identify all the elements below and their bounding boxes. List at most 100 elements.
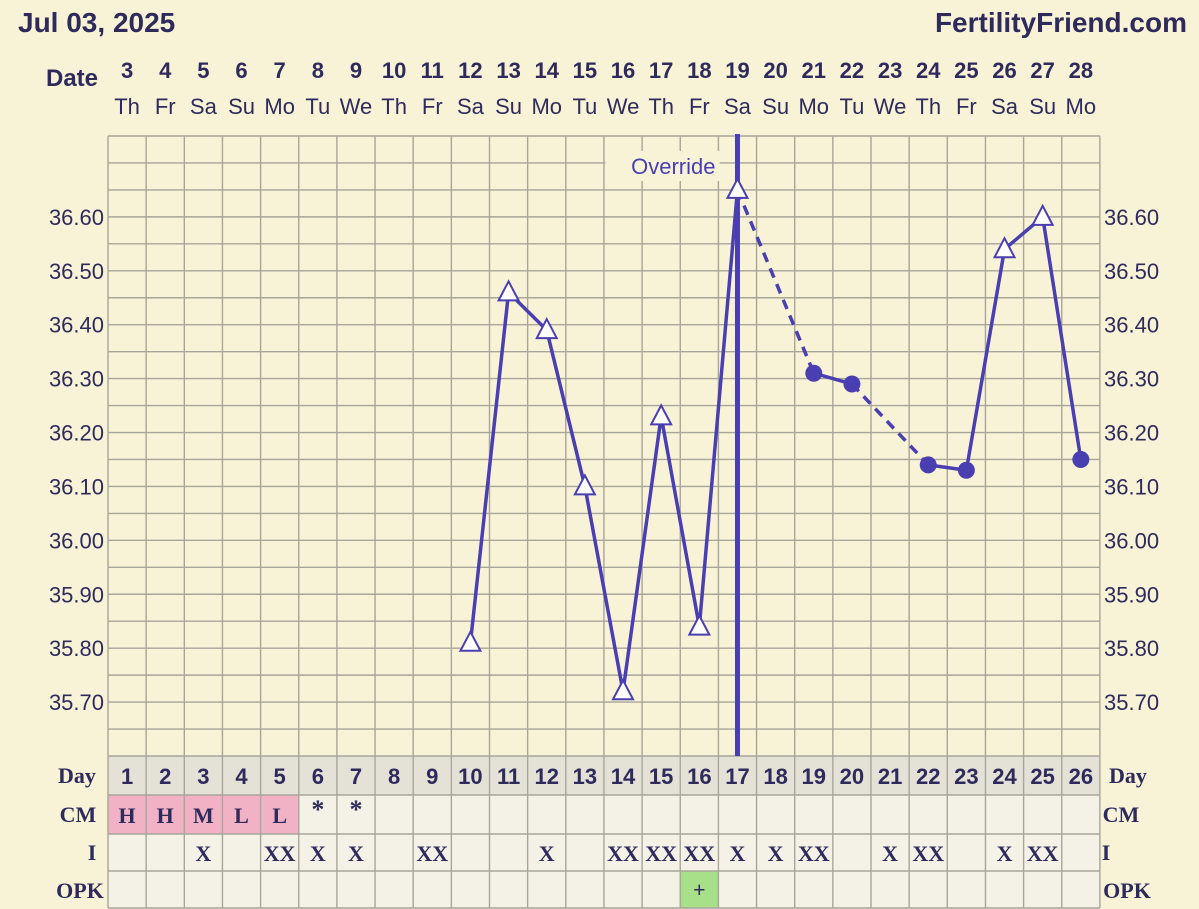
- temperature-point-triangle: [535, 316, 559, 340]
- cm-value: M: [193, 803, 214, 828]
- cycle-day-label: 16: [687, 764, 711, 789]
- cycle-day-label: 25: [1030, 764, 1054, 789]
- cm-value: H: [119, 803, 136, 828]
- cycle-day-label: 9: [426, 764, 438, 789]
- temperature-point-dot: [843, 375, 861, 393]
- weekday-label: We: [340, 94, 373, 119]
- cm-highlight-cell: [184, 795, 223, 834]
- date-label: 28: [1069, 58, 1093, 83]
- y-tick-label-right: 36.60: [1104, 205, 1159, 230]
- y-tick-label-right: 35.90: [1104, 582, 1159, 607]
- cycle-day-label: 23: [954, 764, 978, 789]
- date-label: 7: [274, 58, 286, 83]
- day-row-label-left: Day: [58, 763, 96, 788]
- temperature-point-triangle: [458, 629, 483, 652]
- temperature-point-dot: [919, 456, 937, 474]
- temperature-point-triangle: [496, 279, 521, 302]
- date-label: 15: [573, 58, 597, 83]
- y-tick-label-right: 36.30: [1104, 367, 1159, 392]
- date-label: 26: [992, 58, 1016, 83]
- y-tick-label-right: 36.10: [1104, 474, 1159, 499]
- cm-highlight-cell: [260, 795, 299, 834]
- weekday-label: Tu: [572, 94, 597, 119]
- temperature-point-triangle: [725, 176, 750, 199]
- opk-value: +: [693, 877, 706, 902]
- weekday-label: Sa: [991, 94, 1019, 119]
- i-row-label-right: I: [1102, 840, 1111, 865]
- temperature-point-triangle: [687, 613, 711, 636]
- date-label: 25: [954, 58, 978, 83]
- i-row-label-left: I: [88, 840, 97, 865]
- weekday-label: Mo: [1066, 94, 1097, 119]
- y-tick-label-left: 35.80: [49, 636, 104, 661]
- y-tick-label-right: 36.00: [1104, 528, 1159, 553]
- intercourse-value: X: [997, 841, 1013, 866]
- cycle-day-label: 11: [497, 764, 520, 789]
- weekday-label: Mo: [264, 94, 295, 119]
- y-tick-label-left: 36.50: [49, 259, 104, 284]
- cycle-day-label: 26: [1069, 764, 1093, 789]
- cycle-day-label: 2: [159, 764, 171, 789]
- weekday-label: Sa: [724, 94, 752, 119]
- override-label: Override: [631, 154, 715, 179]
- cycle-day-label: 24: [992, 764, 1017, 789]
- weekday-label: Tu: [305, 94, 330, 119]
- intercourse-value: X: [348, 841, 364, 866]
- cycle-day-label: 21: [878, 764, 902, 789]
- weekday-label: Th: [114, 94, 140, 119]
- intercourse-value: X: [730, 841, 746, 866]
- weekday-label: Mo: [798, 94, 829, 119]
- date-label: 22: [840, 58, 864, 83]
- y-tick-label-left: 35.70: [49, 690, 104, 715]
- date-label: 6: [235, 58, 247, 83]
- cycle-day-label: 4: [235, 764, 248, 789]
- temperature-line-dashed: [850, 382, 930, 467]
- temperature-point-triangle: [573, 473, 597, 496]
- day-row-label-right: Day: [1109, 763, 1147, 788]
- date-label: 17: [649, 58, 673, 83]
- intercourse-value: X: [882, 841, 898, 866]
- cycle-day-label: 22: [916, 764, 940, 789]
- intercourse-value: XX: [607, 841, 639, 866]
- weekday-label: Su: [1029, 94, 1056, 119]
- intercourse-value: XX: [416, 841, 448, 866]
- opk-row-label-left: OPK: [56, 878, 104, 903]
- y-tick-label-left: 35.90: [49, 582, 104, 607]
- y-tick-label-left: 36.20: [49, 421, 104, 446]
- date-label: 16: [611, 58, 635, 83]
- cycle-day-label: 3: [197, 764, 209, 789]
- intercourse-value: XX: [1027, 841, 1059, 866]
- cycle-day-label: 15: [649, 764, 673, 789]
- cycle-day-label: 1: [121, 764, 133, 789]
- date-label: 12: [458, 58, 482, 83]
- date-label: 24: [916, 58, 941, 83]
- date-label: 20: [763, 58, 787, 83]
- cycle-day-label: 14: [611, 764, 636, 789]
- date-row-label: Date: [46, 65, 98, 92]
- weekday-label: Sa: [457, 94, 485, 119]
- cm-value: L: [272, 803, 287, 828]
- cm-value: L: [234, 803, 249, 828]
- cycle-day-label: 13: [573, 764, 597, 789]
- weekday-label: Sa: [190, 94, 218, 119]
- date-label: 14: [534, 58, 559, 83]
- cycle-day-label: 10: [458, 764, 482, 789]
- weekday-label: Th: [648, 94, 674, 119]
- weekday-label: Mo: [531, 94, 562, 119]
- opk-positive-cell: [680, 871, 719, 908]
- y-tick-label-right: 35.80: [1104, 636, 1159, 661]
- y-tick-label-right: 35.70: [1104, 690, 1159, 715]
- y-tick-label-right: 36.20: [1104, 421, 1159, 446]
- cm-value: *: [311, 795, 324, 824]
- cm-value: *: [349, 795, 362, 824]
- intercourse-value: XX: [683, 841, 715, 866]
- date-label: 18: [687, 58, 711, 83]
- date-label: 19: [725, 58, 749, 83]
- date-label: 3: [121, 58, 133, 83]
- weekday-label: Tu: [839, 94, 864, 119]
- cycle-day-label: 5: [274, 764, 286, 789]
- date-label: 10: [382, 58, 406, 83]
- cycle-day-label: 17: [725, 764, 749, 789]
- temperature-point-dot: [805, 364, 823, 382]
